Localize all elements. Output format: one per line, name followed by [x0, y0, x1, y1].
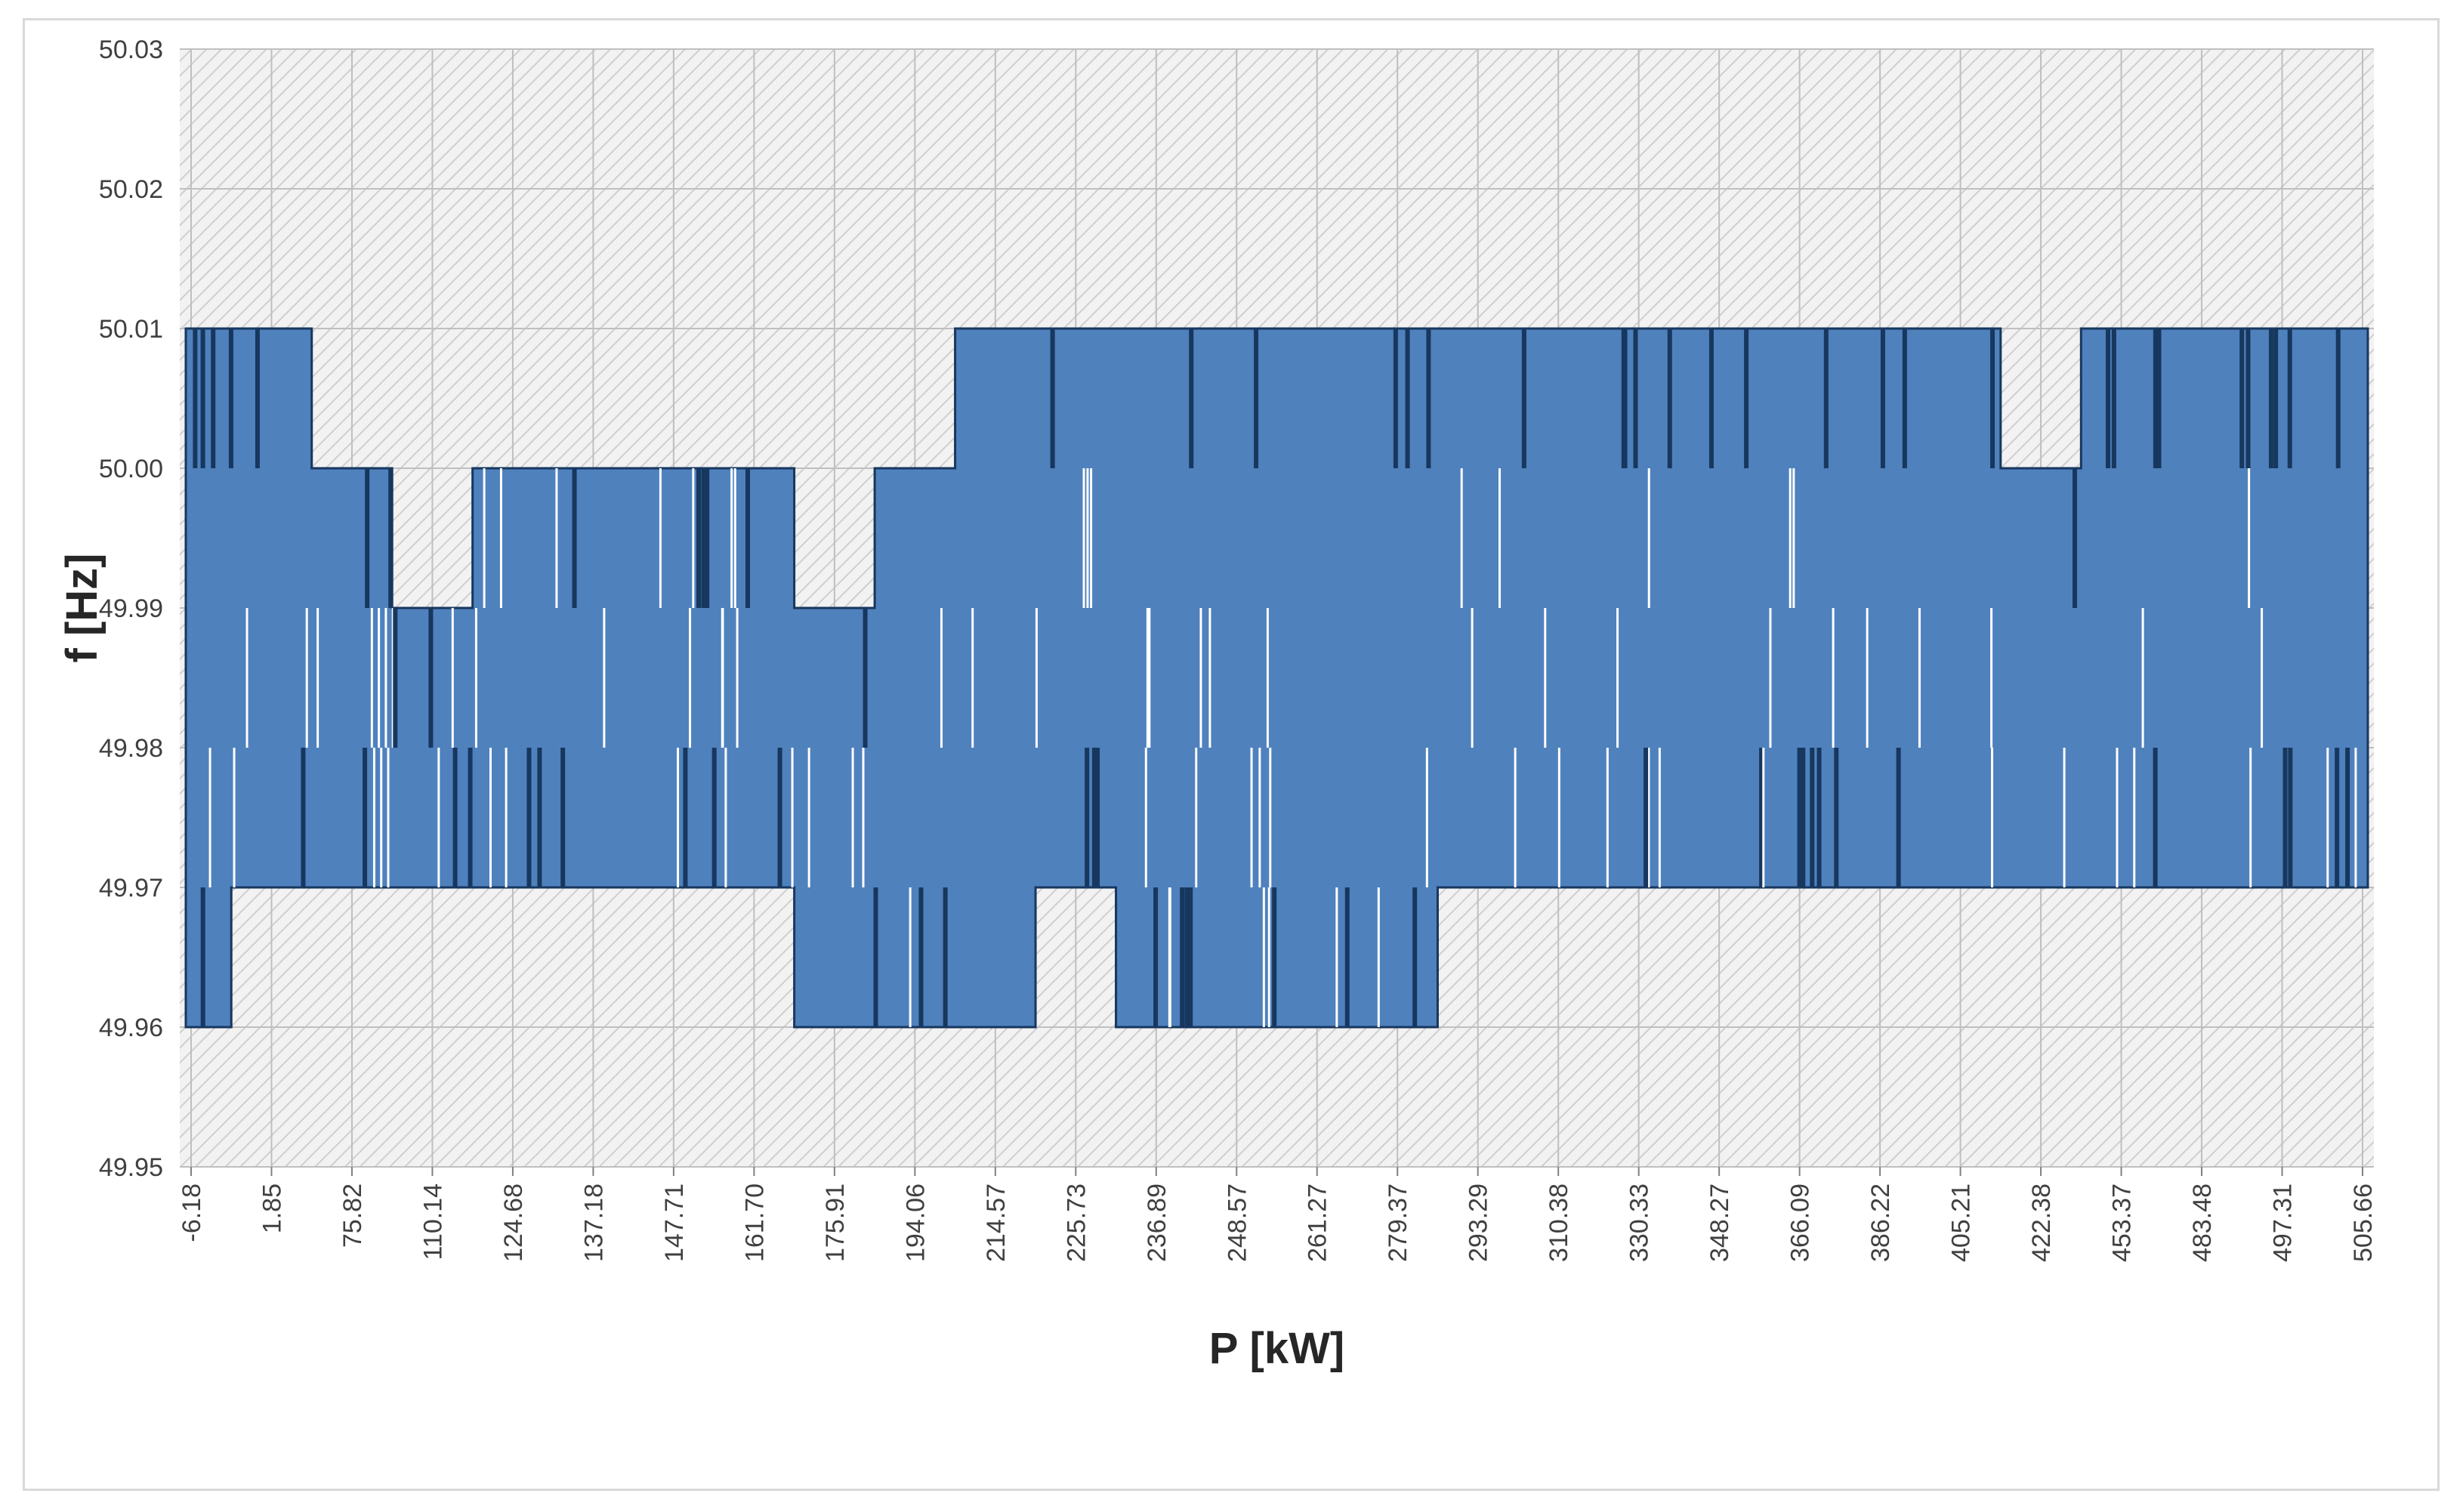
x-tick-label: 261.27 [1304, 1183, 1332, 1262]
x-tick-label: 505.66 [2349, 1183, 2378, 1262]
y-tick-label: 50.01 [99, 315, 163, 344]
x-tick-label: 137.18 [579, 1183, 608, 1262]
x-axis-title: P [kW] [1209, 1324, 1344, 1373]
y-tick-label: 49.96 [99, 1014, 163, 1042]
x-tick-label: 293.29 [1465, 1183, 1493, 1262]
x-tick-label: 422.38 [2027, 1183, 2056, 1262]
y-tick-label: 50.00 [99, 455, 163, 483]
x-tick-label: 194.06 [901, 1183, 930, 1262]
x-tick-label: 310.38 [1545, 1183, 1573, 1262]
y-tick-label: 49.95 [99, 1153, 163, 1182]
y-tick-label: 50.03 [99, 35, 163, 64]
x-tick-label: 248.57 [1223, 1183, 1252, 1262]
x-tick-label: 497.31 [2269, 1183, 2298, 1262]
chart-frame: 49.95 49.96 49.97 49.98 49.99 50.00 50.01 50.02… [23, 18, 2440, 1491]
x-tick-label: 175.91 [821, 1183, 850, 1262]
chart-svg: 49.95 49.96 49.97 49.98 49.99 50.00 50.01 50.02… [57, 35, 2378, 1373]
x-tick-label: 225.73 [1062, 1183, 1091, 1262]
y-tick-layer: 49.95 49.96 49.97 49.98 49.99 50.00 50.01 50.02… [99, 35, 163, 1182]
x-tick-label: 483.48 [2188, 1183, 2217, 1262]
y-tick-label: 49.99 [99, 594, 163, 623]
x-tick-label: 161.70 [740, 1183, 769, 1262]
x-tick-label: -6.18 [177, 1183, 206, 1242]
spike-layer [193, 329, 2357, 1027]
x-tick-label: 366.09 [1786, 1183, 1815, 1262]
x-tick-label: 124.68 [499, 1183, 528, 1262]
x-tick-label: 405.21 [1947, 1183, 1976, 1262]
x-tick-label: 386.22 [1866, 1183, 1895, 1262]
x-tick-label: 236.89 [1143, 1183, 1171, 1262]
x-tick-label: 1.85 [258, 1183, 286, 1233]
x-tick-label: 214.57 [982, 1183, 1011, 1262]
x-tick-layer: -6.18 1.85 75.82 110.14 124.68 137.18 147.71 16… [177, 1183, 2378, 1262]
y-tick-label: 49.97 [99, 874, 163, 903]
x-tick-label: 348.27 [1705, 1183, 1734, 1262]
x-tick-label: 279.37 [1384, 1183, 1412, 1262]
x-tick-label: 110.14 [418, 1183, 447, 1260]
y-axis-title: f [Hz] [57, 554, 106, 663]
y-tick-label: 50.02 [99, 175, 163, 204]
x-tick-label: 75.82 [338, 1183, 367, 1248]
y-tick-label: 49.98 [99, 734, 163, 763]
x-tick-label: 330.33 [1625, 1183, 1654, 1262]
x-tick-label: 147.71 [660, 1183, 689, 1262]
x-tick-label: 453.37 [2108, 1183, 2137, 1262]
